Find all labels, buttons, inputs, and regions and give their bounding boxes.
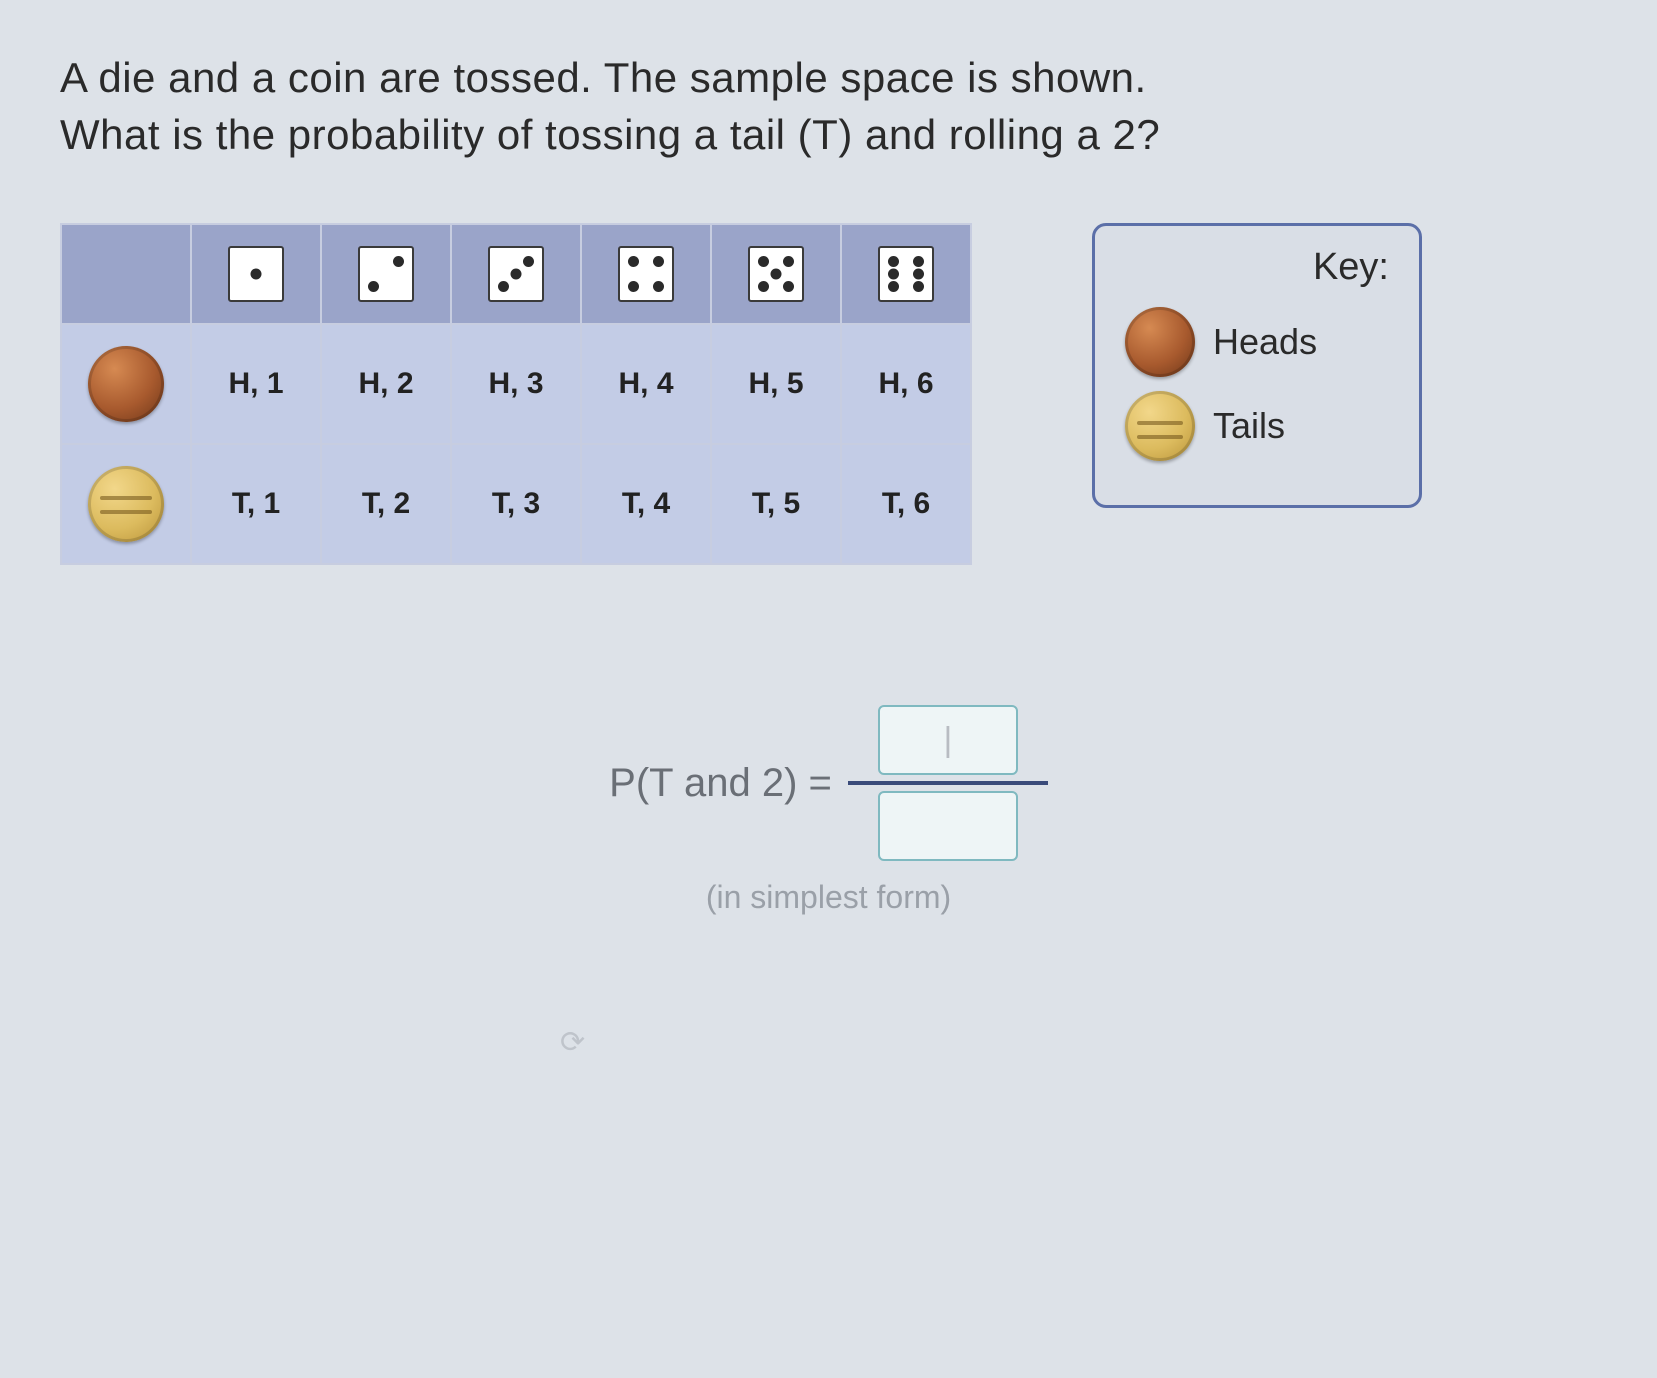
tails-coin-icon xyxy=(1125,391,1195,461)
die-face-5-icon xyxy=(748,246,804,302)
key-heads-label: Heads xyxy=(1213,321,1317,363)
question-text: A die and a coin are tossed. The sample … xyxy=(60,50,1597,163)
table-cell: T, 5 xyxy=(711,444,841,564)
answer-area: P(T and 2) = | (in simplest form) xyxy=(60,705,1597,916)
table-cell: T, 4 xyxy=(581,444,711,564)
denominator-input[interactable] xyxy=(878,791,1018,861)
die-header-3 xyxy=(451,224,581,324)
key-row-heads: Heads xyxy=(1125,307,1389,377)
key-tails-label: Tails xyxy=(1213,405,1285,447)
table-corner xyxy=(61,224,191,324)
key-row-tails: Tails xyxy=(1125,391,1389,461)
heads-coin-icon xyxy=(88,346,164,422)
sample-space-table: H, 1 H, 2 H, 3 H, 4 H, 5 H, 6 T, 1 T, 2 … xyxy=(60,223,972,565)
table-cell: T, 6 xyxy=(841,444,971,564)
die-header-4 xyxy=(581,224,711,324)
probability-lhs: P(T and 2) = xyxy=(609,761,832,806)
cursor-icon: | xyxy=(943,707,952,773)
question-line2: What is the probability of tossing a tai… xyxy=(60,111,1160,158)
key-box: Key: Heads Tails xyxy=(1092,223,1422,508)
table-cell: H, 4 xyxy=(581,324,711,444)
fraction-bar xyxy=(848,781,1048,785)
die-face-1-icon xyxy=(228,246,284,302)
table-cell: H, 6 xyxy=(841,324,971,444)
die-header-2 xyxy=(321,224,451,324)
coin-header-heads xyxy=(61,324,191,444)
die-header-1 xyxy=(191,224,321,324)
table-cell: T, 2 xyxy=(321,444,451,564)
die-header-6 xyxy=(841,224,971,324)
die-face-3-icon xyxy=(488,246,544,302)
question-line1: A die and a coin are tossed. The sample … xyxy=(60,54,1147,101)
die-face-4-icon xyxy=(618,246,674,302)
table-cell: T, 3 xyxy=(451,444,581,564)
simplest-form-hint: (in simplest form) xyxy=(60,879,1597,916)
tails-coin-icon xyxy=(88,466,164,542)
die-face-6-icon xyxy=(878,246,934,302)
die-header-5 xyxy=(711,224,841,324)
coin-header-tails xyxy=(61,444,191,564)
key-title: Key: xyxy=(1125,246,1389,289)
table-cell: H, 5 xyxy=(711,324,841,444)
table-cell: H, 1 xyxy=(191,324,321,444)
table-cell: T, 1 xyxy=(191,444,321,564)
refresh-icon[interactable]: ⟳ xyxy=(560,1025,585,1060)
die-face-2-icon xyxy=(358,246,414,302)
fraction: | xyxy=(848,705,1048,861)
table-cell: H, 2 xyxy=(321,324,451,444)
heads-coin-icon xyxy=(1125,307,1195,377)
table-cell: H, 3 xyxy=(451,324,581,444)
numerator-input[interactable]: | xyxy=(878,705,1018,775)
